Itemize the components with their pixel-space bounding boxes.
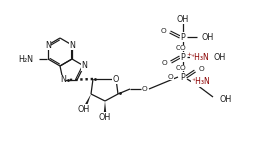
Text: O: O xyxy=(180,65,186,71)
Text: O: O xyxy=(161,60,167,66)
Text: N: N xyxy=(69,40,75,50)
Text: O: O xyxy=(142,86,148,92)
Text: P: P xyxy=(181,52,185,62)
Text: P: P xyxy=(181,72,185,82)
Text: O: O xyxy=(199,66,205,72)
Text: OH: OH xyxy=(213,52,225,62)
Text: O: O xyxy=(175,65,181,71)
Text: N: N xyxy=(81,62,87,70)
Text: ⁺H₃N: ⁺H₃N xyxy=(190,52,209,62)
Text: +: + xyxy=(186,52,191,57)
Text: O: O xyxy=(113,75,119,83)
Polygon shape xyxy=(104,101,106,113)
Text: OH: OH xyxy=(99,113,111,121)
Text: N: N xyxy=(60,76,66,84)
Text: O: O xyxy=(142,86,148,92)
Text: ⁺H₃N: ⁺H₃N xyxy=(191,78,210,86)
Text: O: O xyxy=(175,45,181,51)
Text: O: O xyxy=(180,45,186,51)
Text: OH: OH xyxy=(219,96,231,104)
Text: H₂N: H₂N xyxy=(18,54,33,64)
Text: O: O xyxy=(168,74,174,80)
Polygon shape xyxy=(85,94,91,105)
Text: OH: OH xyxy=(177,15,189,23)
Text: O: O xyxy=(160,28,166,34)
Text: OH: OH xyxy=(201,33,213,42)
Text: OH: OH xyxy=(78,104,90,114)
Text: N: N xyxy=(45,40,51,50)
Text: P: P xyxy=(181,33,185,42)
